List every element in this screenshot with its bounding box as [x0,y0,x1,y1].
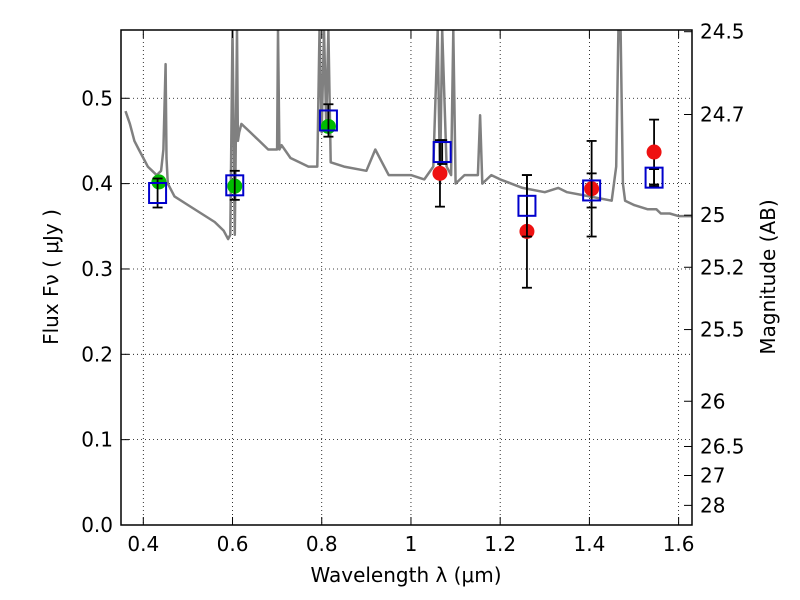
model-square-marker [225,174,245,197]
y-tick-label: 0.3 [81,257,113,281]
y-tick-label: 0.4 [81,172,113,196]
x-tick-label: 0.8 [306,532,338,556]
y-tick-label: 0.5 [81,86,113,110]
model-square-marker [644,166,664,189]
x-tick-label: 0.4 [127,532,159,556]
y2-tick-label: 25.2 [700,255,745,279]
y2-tick-label: 26 [700,389,725,413]
y2-tick-label: 26.5 [700,434,745,458]
x-tick-label: 0.6 [217,532,249,556]
x-tick-label: 1.6 [663,532,695,556]
tick-layer: 0.4 0.6 0.8 1 1.2 1.4 1.6 0.0 0.1 0.2 0.3 0.4 0.5 24.… [81,20,744,556]
y-tick-label: 0.2 [81,342,113,366]
y-tick-label: 0.1 [81,428,113,452]
y-tick-label: 0.0 [81,513,113,537]
y2-tick-label: 28 [700,493,725,517]
green-data-point [151,174,167,190]
grid-layer [121,30,692,526]
x-tick-label: 1.4 [573,532,605,556]
model-square-marker [517,194,537,217]
model-square-marker [318,109,338,132]
plot-frame [120,29,693,526]
plot-layer [124,30,692,289]
x-axis-label: Wavelength λ (μm) [310,563,501,587]
red-data-point [646,144,662,160]
model-square-marker [432,141,452,164]
y2-tick-label: 27 [700,464,725,488]
y2-tick-label: 24.5 [700,20,745,44]
template-spectrum-line [124,30,692,241]
model-square-marker [582,179,602,202]
model-square-marker [148,182,168,205]
x-tick-label: 1.2 [484,532,516,556]
red-data-point [432,165,448,181]
x-tick-label: 1 [405,532,418,556]
y2-tick-label: 25.5 [700,318,745,342]
y2-tick-label: 24.7 [700,102,745,126]
y2-axis-label: Magnitude (AB) [756,199,780,354]
y2-tick-label: 25 [700,203,725,227]
y-axis-label: Flux Fν ( μJy ) [39,209,63,345]
